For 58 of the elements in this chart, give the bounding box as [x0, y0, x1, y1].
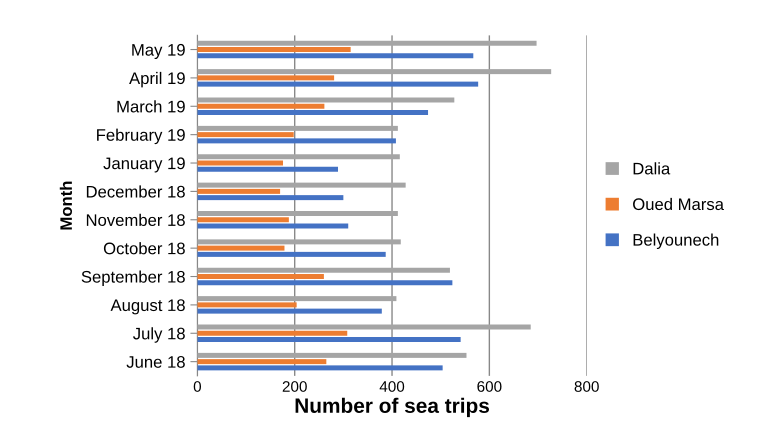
bar [197, 75, 334, 80]
bar [197, 246, 284, 251]
legend-label: Dalia [634, 162, 670, 174]
bar [197, 359, 326, 364]
y-tick-label: September 18 [82, 270, 185, 286]
y-tick-label: October 18 [104, 242, 185, 254]
y-tick-label: March 19 [117, 100, 185, 112]
bar [197, 53, 474, 58]
y-tick-label: August 18 [110, 299, 185, 314]
legend-label: Belyounech [634, 233, 718, 250]
legend-label: Oued Marsa [633, 198, 724, 210]
bar [197, 110, 428, 116]
bar [197, 126, 398, 131]
bar [197, 154, 400, 160]
bar [197, 195, 344, 200]
bar [197, 182, 406, 188]
bar [197, 308, 382, 314]
bar [197, 302, 297, 308]
x-tick-label: 200 [282, 381, 307, 392]
y-tick-label: June 18 [126, 356, 185, 368]
bar [197, 166, 338, 172]
bar [197, 352, 466, 358]
bar [197, 365, 443, 370]
bar [197, 224, 348, 229]
bar [197, 47, 351, 52]
bar [197, 138, 396, 144]
y-axis-title: Month [60, 182, 72, 230]
bar [197, 239, 401, 244]
y-tick-label: January 19 [103, 157, 185, 173]
y-tick-label: July 18 [133, 327, 185, 343]
bar [197, 296, 396, 302]
bar [197, 98, 454, 103]
y-tick-label: November 18 [86, 214, 185, 226]
bar [197, 160, 284, 166]
x-axis-title: Number of sea trips [296, 398, 490, 418]
y-tick-label: December 18 [86, 185, 185, 198]
x-tick-label: 800 [574, 381, 599, 392]
x-tick-label: 400 [380, 381, 404, 392]
bar [197, 274, 324, 280]
bar [197, 217, 289, 222]
bar [197, 268, 450, 273]
y-tick-label: April 19 [129, 72, 185, 88]
y-tick-label: May 19 [132, 44, 185, 60]
x-tick-label: 600 [477, 381, 502, 392]
bar [197, 69, 552, 74]
bar [197, 330, 348, 336]
bar [197, 132, 294, 138]
x-tick-label: 0 [194, 381, 202, 392]
bar [197, 337, 461, 342]
bar [197, 280, 452, 286]
bar [197, 252, 386, 257]
bar [197, 40, 537, 46]
y-tick-label: February 19 [97, 128, 185, 144]
bar [197, 104, 324, 109]
bar [197, 82, 478, 87]
bar [197, 188, 280, 194]
bar [197, 324, 531, 330]
bar [197, 211, 398, 216]
